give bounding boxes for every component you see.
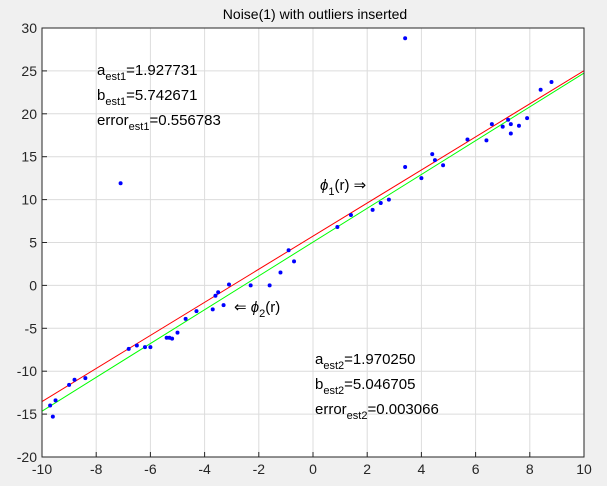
data-point <box>508 131 513 136</box>
data-point <box>216 290 221 295</box>
data-point <box>348 213 353 218</box>
annotation-b-est2: best2=5.046705 <box>315 376 415 397</box>
data-point <box>194 309 199 314</box>
data-point <box>489 122 494 127</box>
fit-line-1 <box>41 70 585 402</box>
annotation-b-est1: best1=5.742671 <box>97 87 197 108</box>
data-point <box>403 164 408 169</box>
data-point <box>370 207 375 212</box>
data-point <box>221 303 226 308</box>
annotation-phi2: ⇐ ϕ2(r) <box>234 299 280 320</box>
data-point <box>484 138 489 143</box>
data-point <box>378 201 383 206</box>
data-point <box>441 163 446 168</box>
data-points <box>48 36 554 419</box>
y-tick-label: 5 <box>29 235 37 251</box>
y-tick-label: -10 <box>17 363 37 379</box>
data-point <box>48 403 53 408</box>
x-tick-label: -4 <box>198 461 211 477</box>
data-point <box>403 36 408 41</box>
data-point <box>248 283 253 288</box>
data-point <box>126 346 131 351</box>
data-point <box>538 87 543 92</box>
data-point <box>83 376 88 381</box>
annotation-error-est2: errorest2=0.003066 <box>315 401 439 422</box>
annotation-error-est1: errorest1=0.556783 <box>97 112 221 133</box>
data-point <box>516 123 521 128</box>
data-point <box>50 414 55 419</box>
data-point <box>386 197 391 202</box>
data-point <box>430 152 435 157</box>
data-point <box>226 282 231 287</box>
data-point <box>267 283 272 288</box>
x-tick-label: -2 <box>253 461 266 477</box>
x-tick-label: -8 <box>90 461 103 477</box>
data-point <box>53 398 58 403</box>
x-tick-label: 8 <box>526 461 534 477</box>
x-tick-label: 4 <box>418 461 426 477</box>
annotation-a-est2: aest2=1.970250 <box>315 351 415 372</box>
data-point <box>432 158 437 163</box>
data-point <box>525 116 530 121</box>
data-point <box>500 124 505 129</box>
x-tick-label: 2 <box>363 461 371 477</box>
y-tick-label: -20 <box>17 449 37 465</box>
x-tick-label: 6 <box>472 461 480 477</box>
annotation-phi1: ϕ1(r) ⇒ <box>320 177 366 198</box>
fit-line-2 <box>41 72 585 412</box>
y-tick-label: 10 <box>21 192 37 208</box>
data-point <box>175 330 180 335</box>
data-point <box>213 293 218 298</box>
data-point <box>72 377 77 382</box>
x-tick-label: -6 <box>144 461 157 477</box>
x-tick-label: 10 <box>576 461 592 477</box>
data-point <box>465 137 470 142</box>
y-tick-label: -5 <box>25 320 38 336</box>
data-point <box>335 225 340 230</box>
data-point <box>508 122 513 127</box>
x-tick-label: -10 <box>32 461 52 477</box>
y-tick-label: 0 <box>29 277 37 293</box>
data-point <box>118 181 123 186</box>
data-point <box>278 270 283 275</box>
y-tick-label: 15 <box>21 149 37 165</box>
y-tick-label: 20 <box>21 106 37 122</box>
y-tick-label: -15 <box>17 406 37 422</box>
data-point <box>292 259 297 264</box>
y-tick-label: 25 <box>21 63 37 79</box>
x-tick-label: 0 <box>309 461 317 477</box>
data-point <box>148 345 153 350</box>
axis-ticks: -10 -8 -6 -4 -2 0 2 4 6 8 10-20-15-10-505101520253… <box>17 20 592 477</box>
data-point <box>210 307 215 312</box>
y-tick-label: 30 <box>21 20 37 36</box>
annotation-a-est1: aest1=1.927731 <box>97 62 197 83</box>
data-point <box>134 343 139 348</box>
data-point <box>170 336 175 341</box>
data-point <box>419 176 424 181</box>
chart-title: Noise(1) with outliers inserted <box>223 6 407 22</box>
data-point <box>549 80 554 85</box>
fit-lines <box>41 70 585 412</box>
data-point <box>183 316 188 321</box>
data-point <box>142 345 147 350</box>
data-point <box>67 382 72 387</box>
data-point <box>286 248 291 253</box>
data-point <box>506 117 511 122</box>
